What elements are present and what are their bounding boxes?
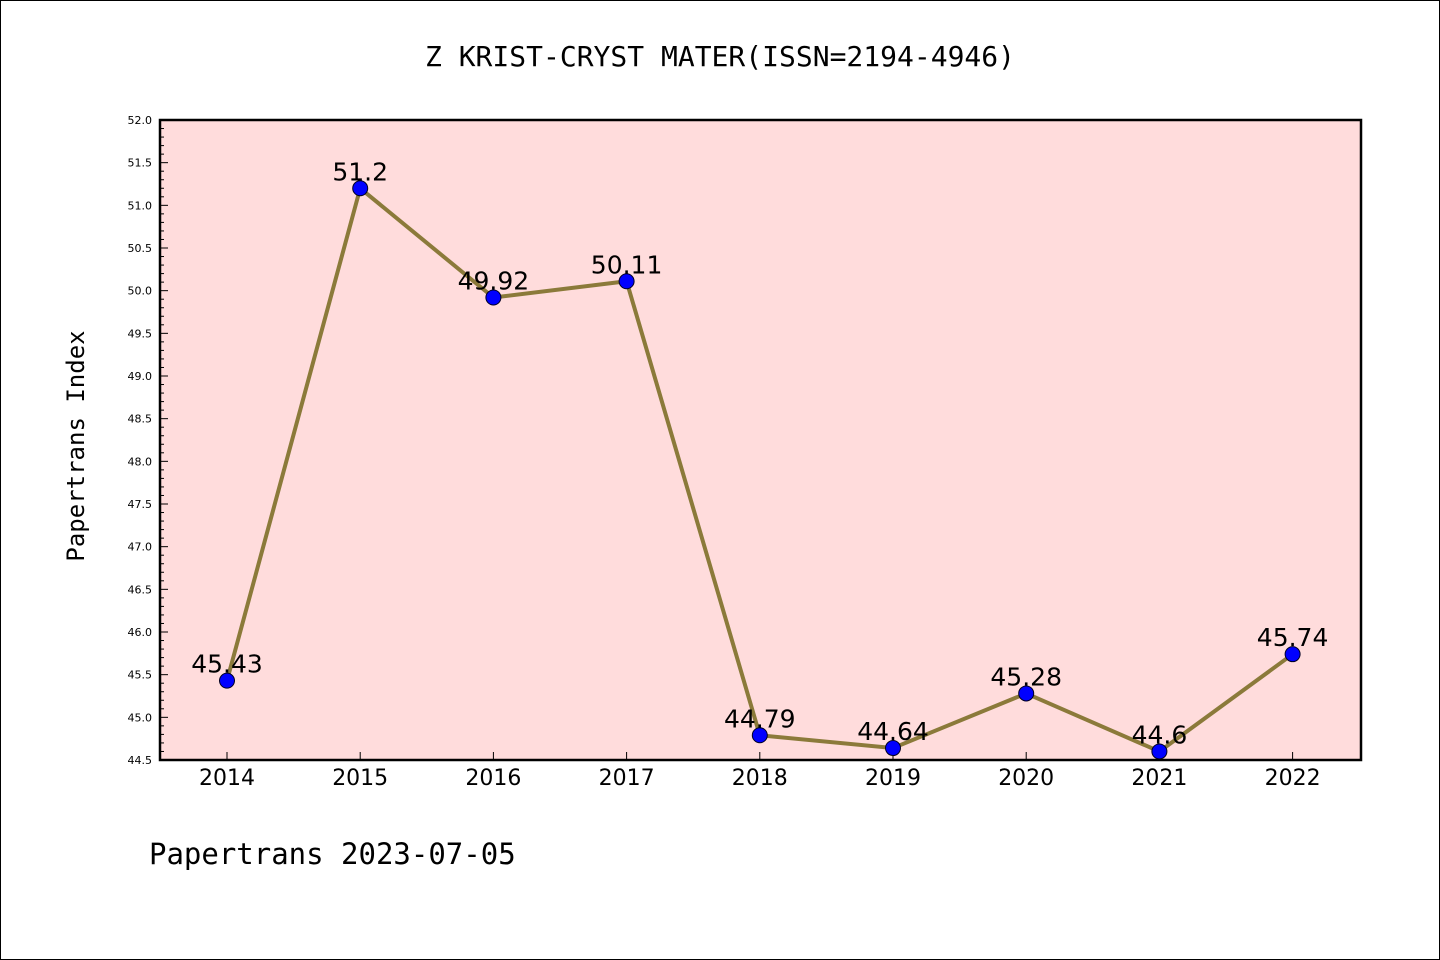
- chart-title: Z KRIST-CRYST MATER(ISSN=2194-4946): [425, 40, 1015, 73]
- x-axis: 2014 2015 2016 2017 2018 2019 2020 2021 2022: [199, 752, 1321, 791]
- data-label: 44.64: [857, 717, 929, 746]
- plot-border: [158, 118, 1363, 762]
- data-label: 44.79: [724, 704, 796, 733]
- y-tick-label: 47.0: [128, 541, 153, 554]
- y-tick-label: 45.0: [128, 711, 153, 724]
- data-point: [618, 273, 635, 290]
- y-tick-label: 51.0: [128, 199, 153, 212]
- data-labels: 45.43 51.2 49.92 50.11 44.79 44.64 45.28 44.6 45…: [191, 157, 1328, 749]
- y-tick-label: 50.0: [128, 285, 153, 298]
- footer-date: Papertrans 2023-07-05: [149, 837, 516, 871]
- data-label: 49.92: [458, 266, 530, 295]
- y-tick-label: 49.0: [128, 370, 153, 383]
- x-tick-label: 2019: [865, 766, 921, 791]
- data-label: 51.2: [332, 157, 388, 186]
- data-points: [219, 180, 1301, 760]
- x-tick-label: 2020: [998, 766, 1054, 791]
- data-label: 44.6: [1132, 720, 1188, 749]
- x-tick-label: 2014: [199, 766, 255, 791]
- data-point: [219, 672, 235, 689]
- plot-area: [160, 120, 1361, 760]
- y-tick-label: 45.5: [128, 669, 153, 682]
- y-tick-label: 48.0: [128, 455, 153, 468]
- data-point: [352, 180, 369, 197]
- data-point: [885, 740, 901, 757]
- x-tick-label: 2017: [599, 766, 655, 791]
- x-tick-label: 2022: [1265, 766, 1321, 791]
- y-tick-label: 44.5: [128, 754, 153, 767]
- data-label: 50.11: [591, 250, 663, 279]
- y-tick-label: 46.0: [128, 626, 153, 639]
- x-tick-label: 2021: [1131, 766, 1187, 791]
- x-tick-label: 2015: [332, 766, 388, 791]
- data-point: [751, 727, 768, 744]
- x-tick-label: 2016: [465, 766, 521, 791]
- data-point: [1018, 685, 1035, 702]
- x-tick-label: 2018: [732, 766, 788, 791]
- y-tick-label: 50.5: [128, 242, 153, 255]
- data-label: 45.43: [191, 650, 263, 679]
- y-axis: 44.5 45.0 45.5 46.0 46.5 47.0 47.5 48.0 48.5 49.0…: [128, 114, 168, 767]
- data-label: 45.28: [990, 662, 1062, 691]
- y-tick-label: 52.0: [128, 114, 153, 127]
- y-tick-label: 49.5: [128, 327, 153, 340]
- y-tick-label: 48.5: [128, 413, 153, 426]
- data-point: [1284, 646, 1301, 663]
- y-axis-label: Papertrans Index: [62, 330, 90, 561]
- data-point: [485, 289, 502, 306]
- y-tick-label: 46.5: [128, 583, 153, 596]
- y-tick-label: 47.5: [128, 498, 153, 511]
- y-tick-label: 51.5: [128, 157, 153, 170]
- data-label: 45.74: [1257, 623, 1329, 652]
